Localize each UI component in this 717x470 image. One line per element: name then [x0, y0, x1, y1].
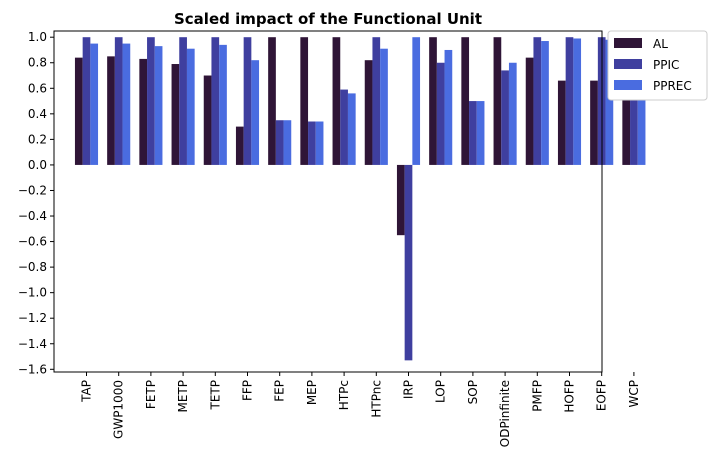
y-tick-label: 0.2 — [28, 132, 47, 146]
bar-al-odpinfinite — [493, 37, 502, 165]
y-tick-label: −0.8 — [18, 260, 47, 274]
x-tick-label: FFP — [241, 380, 255, 401]
bar-pprec-eofp — [605, 39, 614, 165]
x-tick-label: TAP — [80, 380, 94, 403]
y-tick-label: −0.6 — [18, 235, 47, 249]
chart-title: Scaled impact of the Functional Unit — [174, 10, 482, 28]
legend-swatch-ppic — [614, 59, 642, 69]
y-tick-label: −1.2 — [18, 311, 47, 325]
bar-al-fep — [268, 37, 276, 165]
legend-label-ppic: PPIC — [653, 58, 679, 72]
bar-al-ffp — [235, 126, 244, 165]
x-tick-label: METP — [176, 380, 190, 413]
bar-ppic-hofp — [565, 37, 574, 165]
bar-ppic-metp — [179, 37, 187, 165]
bar-al-lop — [429, 37, 437, 165]
bar-pprec-lop — [444, 49, 453, 165]
x-tick-label: PMFP — [530, 380, 544, 412]
bar-al-sop — [461, 37, 470, 165]
bar-ppic-sop — [469, 101, 477, 165]
x-tick-label: SOP — [466, 380, 480, 404]
bar-al-mep — [300, 37, 309, 165]
plot-frame — [53, 30, 603, 373]
legend-label-al: AL — [653, 37, 668, 51]
bar-ppic-fep — [275, 120, 284, 165]
bar-pprec-pmfp — [541, 41, 549, 165]
legend-swatch-al — [614, 38, 642, 48]
bar-al-eofp — [590, 80, 598, 165]
y-tick-label: −1.6 — [18, 362, 47, 376]
bar-pprec-ffp — [251, 60, 260, 165]
bar-al-tetp — [203, 75, 212, 165]
bar-ppic-fetp — [147, 37, 155, 165]
bar-ppic-wcp — [630, 37, 638, 165]
bar-pprec-fetp — [154, 46, 163, 165]
bar-pprec-gwp1000 — [122, 43, 131, 165]
bar-al-hofp — [557, 80, 566, 165]
bars-layer — [74, 37, 646, 361]
bar-al-htpc — [332, 37, 341, 165]
bar-ppic-tetp — [211, 37, 220, 165]
bar-pprec-irp — [412, 37, 421, 165]
bar-ppic-pmfp — [533, 37, 542, 165]
bar-ppic-odpinfinite — [501, 70, 509, 165]
bar-ppic-irp — [404, 164, 413, 361]
x-tick-label: GWP1000 — [112, 380, 126, 439]
bar-pprec-sop — [476, 101, 485, 165]
bar-al-irp — [396, 164, 405, 236]
x-tick-label: TETP — [208, 380, 222, 410]
bar-al-fetp — [139, 58, 148, 165]
y-axis: 1.0 0.8 0.6 0.4 0.2 0.0 −0.2 −0.4 −0.6 −0.8 −1.0 −1… — [18, 30, 54, 376]
y-tick-label: 0.0 — [28, 158, 47, 172]
bar-pprec-wcp — [637, 55, 646, 165]
bar-pprec-hofp — [573, 38, 582, 165]
bar-pprec-metp — [186, 48, 195, 165]
y-tick-label: −1.4 — [18, 337, 47, 351]
bar-pprec-tetp — [219, 44, 227, 165]
bar-al-gwp1000 — [107, 56, 115, 165]
bar-ppic-lop — [436, 62, 445, 165]
bar-al-htpnc — [364, 60, 373, 165]
x-tick-label: WCP — [627, 380, 641, 407]
x-tick-label: HTPnc — [369, 380, 383, 418]
y-tick-label: −0.2 — [18, 183, 47, 197]
y-tick-label: 0.8 — [28, 56, 47, 70]
y-tick-label: 1.0 — [28, 30, 47, 44]
bar-al-tap — [74, 57, 83, 165]
bar-pprec-mep — [315, 121, 324, 165]
x-axis: TAP GWP1000 FETP METP TETP FFP FEP MEP HTPc HTPnc… — [80, 372, 641, 447]
x-tick-label: HOFP — [563, 380, 577, 413]
bar-ppic-htpc — [340, 89, 348, 165]
bar-ppic-gwp1000 — [114, 37, 123, 165]
bar-al-pmfp — [525, 57, 534, 165]
x-tick-label: FETP — [144, 380, 158, 409]
x-tick-label: LOP — [434, 380, 448, 403]
bar-al-metp — [171, 64, 180, 165]
y-tick-label: −0.4 — [18, 209, 47, 223]
bar-al-wcp — [622, 57, 631, 165]
x-tick-label: EOFP — [595, 380, 609, 411]
bar-ppic-tap — [82, 37, 91, 165]
y-tick-label: 0.6 — [28, 81, 47, 95]
x-tick-label: MEP — [305, 380, 319, 405]
bar-ppic-ffp — [243, 37, 252, 165]
x-tick-label: FEP — [273, 380, 287, 402]
y-tick-label: −1.0 — [18, 286, 47, 300]
x-tick-label: HTPc — [337, 380, 351, 410]
y-tick-label: 0.4 — [28, 107, 47, 121]
x-tick-label: IRP — [402, 380, 416, 399]
legend: AL PPIC PPREC — [607, 30, 708, 101]
bar-pprec-tap — [90, 43, 99, 165]
bar-pprec-htpnc — [380, 48, 388, 165]
bar-ppic-mep — [308, 121, 316, 165]
bar-pprec-odpinfinite — [508, 62, 517, 165]
bar-ppic-htpnc — [372, 37, 381, 165]
legend-label-pprec: PPREC — [653, 79, 692, 93]
x-tick-label: ODPinfinite — [498, 380, 512, 447]
legend-swatch-pprec — [614, 80, 642, 90]
bar-pprec-htpc — [347, 93, 356, 165]
bar-pprec-fep — [283, 120, 292, 165]
